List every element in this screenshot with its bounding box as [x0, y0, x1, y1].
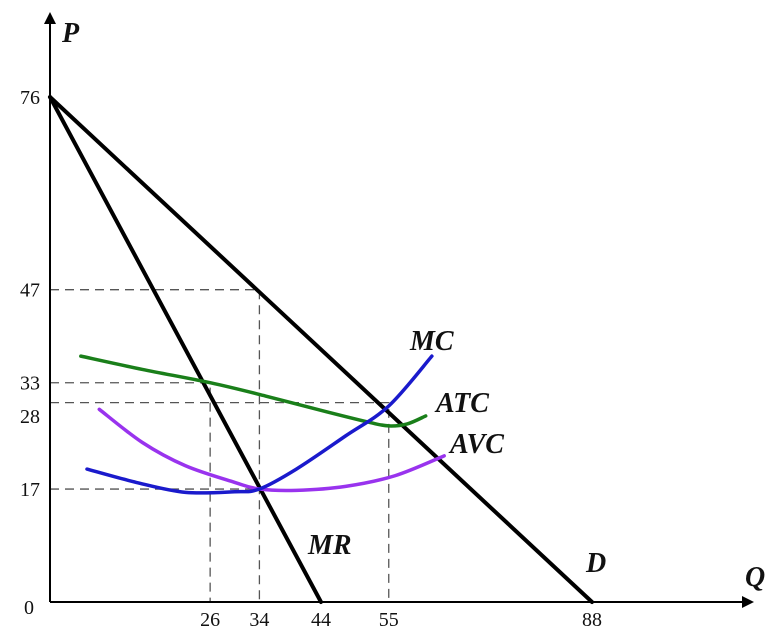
guide-line-1 — [50, 382, 211, 602]
x-axis-label: Q — [745, 562, 765, 593]
guide-line-0 — [50, 289, 261, 602]
y-tick-label: 28 — [20, 406, 40, 428]
mr-label: MR — [307, 530, 352, 561]
x-tick-label: 0 — [24, 597, 34, 619]
guide-lines — [50, 289, 390, 602]
atc-curve — [79, 354, 428, 428]
d-curve — [48, 95, 594, 604]
atc-label: ATC — [434, 388, 489, 419]
y-tick-label: 47 — [20, 280, 40, 302]
x-tick-label: 44 — [311, 609, 331, 631]
y-tick-label: 76 — [20, 87, 40, 109]
curves — [48, 95, 594, 604]
x-tick-label: 55 — [379, 609, 399, 631]
tick-labels: 0 26 34 44 55 88 76 47 33 28 17 — [20, 87, 602, 631]
guide-line-2 — [50, 402, 390, 602]
mr-curve — [48, 95, 323, 604]
x-tick-label: 34 — [249, 609, 269, 631]
avc-curve — [97, 407, 446, 493]
mc-label: MC — [409, 326, 454, 357]
d-label: D — [585, 548, 606, 579]
x-tick-label: 88 — [582, 609, 602, 631]
x-tick-label: 26 — [200, 609, 220, 631]
y-axis-label: P — [61, 18, 80, 49]
mc-curve — [85, 354, 434, 495]
y-tick-label: 33 — [20, 373, 40, 395]
y-tick-label: 17 — [20, 479, 40, 501]
avc-label: AVC — [448, 429, 504, 460]
